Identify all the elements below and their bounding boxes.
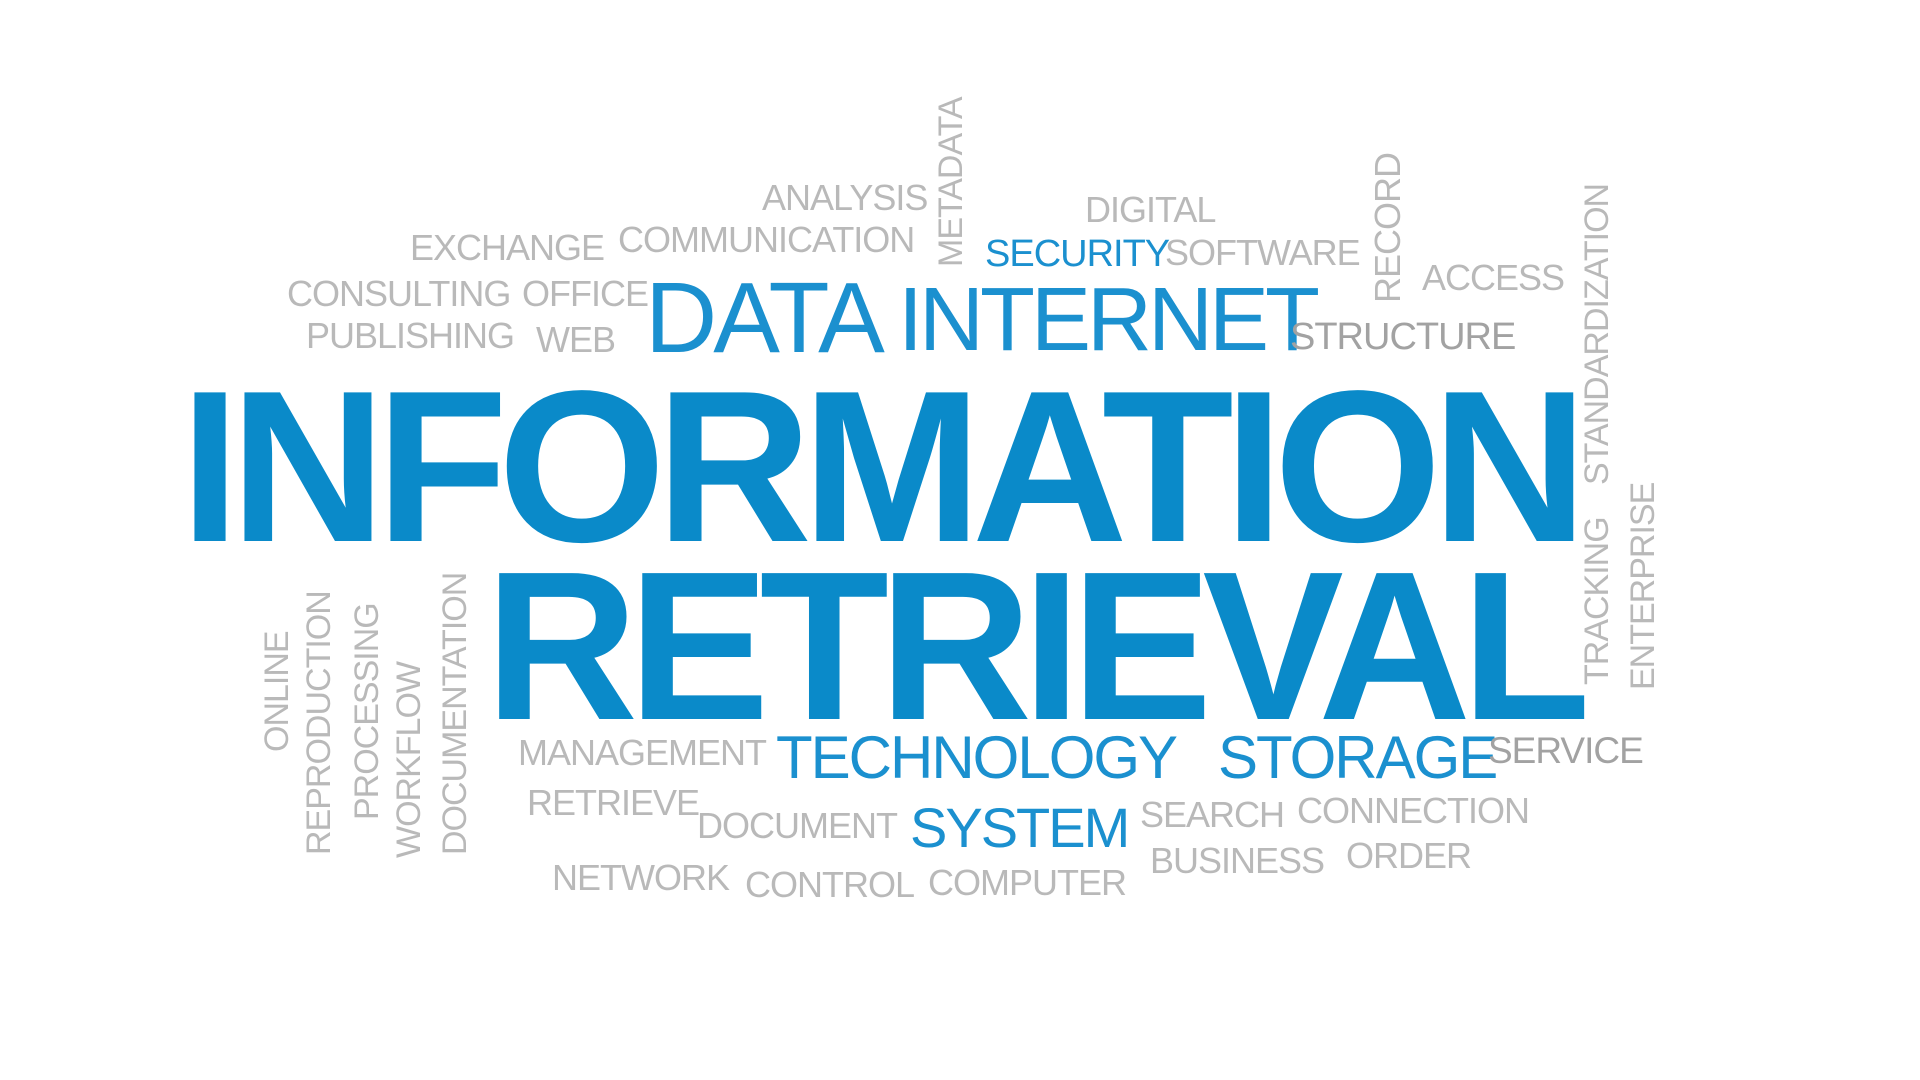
- word-online: ONLINE: [258, 631, 296, 752]
- word-metadata: METADATA: [932, 97, 970, 267]
- word-document: DOCUMENT: [697, 805, 898, 846]
- word-internet: INTERNET: [898, 270, 1320, 370]
- word-connection: CONNECTION: [1297, 790, 1530, 831]
- word-enterprise: ENTERPRISE: [1624, 482, 1662, 690]
- word-tracking: TRACKING: [1578, 517, 1616, 685]
- word-network: NETWORK: [552, 857, 730, 898]
- word-search: SEARCH: [1140, 794, 1285, 835]
- word-security: SECURITY: [985, 233, 1170, 275]
- word-office: OFFICE: [522, 273, 649, 314]
- word-management: MANAGEMENT: [518, 732, 767, 773]
- word-web: WEB: [536, 319, 616, 360]
- word-order: ORDER: [1346, 835, 1472, 876]
- word-service: SERVICE: [1488, 730, 1644, 771]
- word-reproduction: REPRODUCTION: [300, 591, 338, 855]
- word-storage: STORAGE: [1218, 724, 1498, 791]
- word-processing: PROCESSING: [348, 603, 386, 820]
- word-workflow: WORKFLOW: [390, 662, 428, 858]
- word-structure: STRUCTURE: [1290, 316, 1516, 358]
- word-business: BUSINESS: [1150, 840, 1325, 881]
- word-analysis: ANALYSIS: [762, 177, 928, 218]
- word-software: SOFTWARE: [1165, 232, 1361, 273]
- word-digital: DIGITAL: [1085, 189, 1216, 230]
- word-access: ACCESS: [1422, 257, 1565, 298]
- word-standardization: STANDARDIZATION: [1578, 183, 1616, 485]
- word-information: INFORMATION: [180, 345, 1588, 587]
- word-technology: TECHNOLOGY: [776, 724, 1178, 791]
- word-communication: COMMUNICATION: [618, 219, 915, 260]
- word-system: SYSTEM: [910, 796, 1130, 859]
- word-retrieval: RETRIEVAL: [485, 527, 1591, 764]
- word-data: DATA: [645, 262, 885, 374]
- word-control: CONTROL: [745, 864, 915, 905]
- word-retrieve: RETRIEVE: [527, 782, 700, 823]
- word-computer: COMPUTER: [928, 862, 1127, 903]
- word-consulting: CONSULTING: [287, 273, 511, 314]
- word-publishing: PUBLISHING: [306, 315, 515, 356]
- word-exchange: EXCHANGE: [410, 227, 605, 268]
- word-documentation: DOCUMENTATION: [436, 572, 474, 855]
- word-record: RECORD: [1367, 152, 1408, 303]
